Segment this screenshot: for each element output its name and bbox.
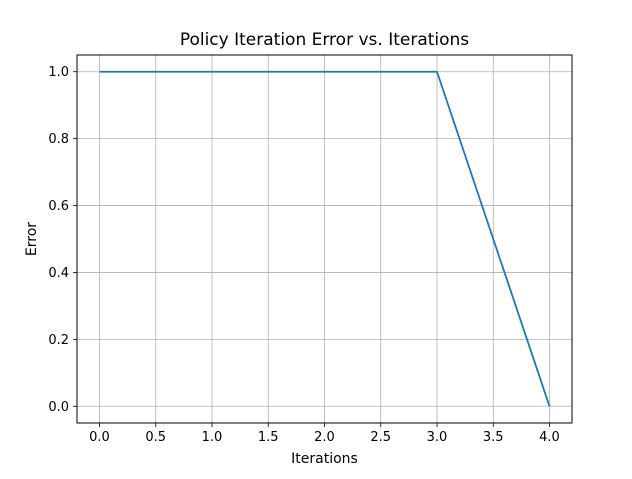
x-tick-label: 1.0 — [202, 430, 223, 445]
y-tick-label: 0.4 — [48, 266, 69, 281]
ticks: 0.0 0.5 1.0 1.5 2.0 2.5 3.0 3.5 4.0 0.0 0.2 0.4 0.6 0… — [48, 65, 560, 445]
series-line — [99, 70, 551, 407]
y-tick-label: 0.2 — [48, 333, 69, 348]
grid — [77, 55, 572, 423]
y-tick-label: 0.8 — [48, 132, 69, 147]
x-tick-label: 2.5 — [370, 430, 391, 445]
chart-title: Policy Iteration Error vs. Iterations — [180, 30, 469, 50]
y-tick-label: 1.0 — [48, 65, 69, 80]
series-layer — [99, 70, 551, 407]
x-tick-label: 1.5 — [258, 430, 279, 445]
x-tick-label: 0.0 — [89, 430, 110, 445]
x-tick-label: 3.0 — [427, 430, 448, 445]
y-tick-label: 0.0 — [48, 400, 69, 415]
x-tick-label: 2.0 — [314, 430, 335, 445]
x-axis-label: Iterations — [291, 451, 358, 467]
x-tick-label: 3.5 — [483, 430, 504, 445]
x-tick-label: 4.0 — [539, 430, 560, 445]
y-axis-label: Error — [24, 222, 40, 256]
y-tick-label: 0.6 — [48, 199, 69, 214]
x-tick-label: 0.5 — [145, 430, 166, 445]
